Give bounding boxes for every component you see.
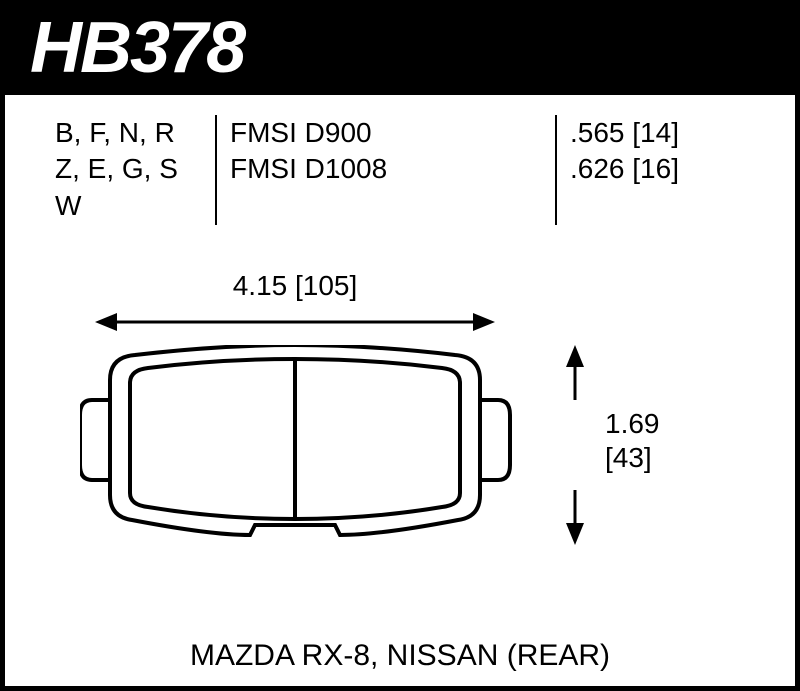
fmsi-line2: FMSI D1008 xyxy=(230,151,430,187)
brake-pad-shape xyxy=(80,345,520,545)
compounds-line3: W xyxy=(55,188,210,224)
height-value: 1.69 [43] xyxy=(605,407,660,474)
compounds-line2: Z, E, G, S xyxy=(55,151,210,187)
height-dimension: 1.69 [43] xyxy=(550,345,730,545)
height-arrow xyxy=(550,345,600,545)
width-arrow xyxy=(95,307,495,337)
thickness-line2: .626 [16] xyxy=(570,151,770,187)
application-label: MAZDA RX-8, NISSAN (REAR) xyxy=(0,639,800,673)
width-dimension: 4.15 [105] xyxy=(95,270,495,337)
specs-section: B, F, N, R Z, E, G, S W FMSI D900 FMSI D… xyxy=(0,115,800,235)
compounds-column: B, F, N, R Z, E, G, S W xyxy=(55,115,210,224)
height-inches: 1.69 xyxy=(605,407,660,441)
divider-2 xyxy=(555,115,557,225)
thickness-line1: .565 [14] xyxy=(570,115,770,151)
header-bar: HB378 xyxy=(0,0,800,95)
brake-pad-diagram: 4.15 [105] 1.69 [43] xyxy=(0,270,800,630)
divider-1 xyxy=(215,115,217,225)
width-value: 4.15 [105] xyxy=(95,270,495,302)
part-number: HB378 xyxy=(30,7,244,89)
thickness-column: .565 [14] .626 [16] xyxy=(570,115,770,188)
fmsi-column: FMSI D900 FMSI D1008 xyxy=(230,115,430,188)
fmsi-line1: FMSI D900 xyxy=(230,115,430,151)
height-mm: [43] xyxy=(605,441,660,475)
compounds-line1: B, F, N, R xyxy=(55,115,210,151)
